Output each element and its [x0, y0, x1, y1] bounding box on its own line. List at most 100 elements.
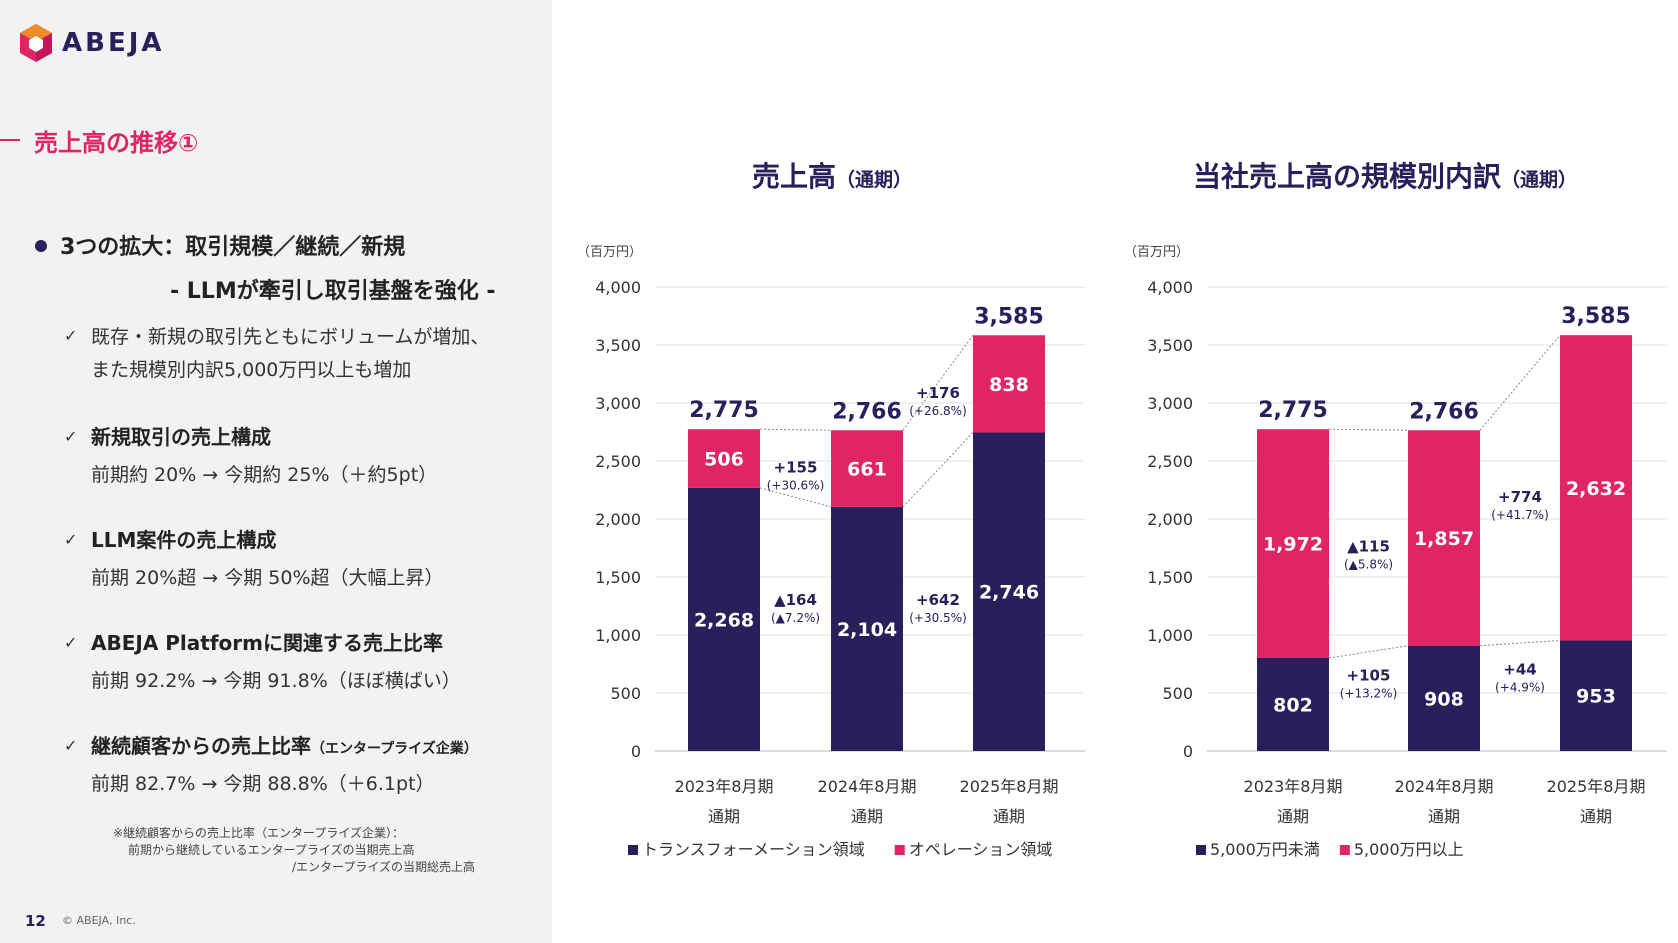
legend-swatch — [1196, 845, 1206, 855]
change-label: (+30.6%) — [767, 479, 825, 493]
chart-2-title-main: 当社売上高の規模別内訳 — [1193, 160, 1502, 193]
change-label: (+13.2%) — [1340, 686, 1398, 700]
copyright: © ABEJA, Inc. — [62, 914, 136, 927]
page-number: 12 — [25, 912, 46, 930]
x-tick-label: 通期 — [1277, 807, 1309, 826]
bar-segment — [1257, 429, 1329, 658]
y-tick-label: 3,000 — [595, 394, 641, 413]
bar-segment — [973, 335, 1045, 433]
check-icon: ✓ — [64, 326, 78, 345]
x-tick-label: 通期 — [1428, 807, 1460, 826]
bar-segment — [831, 430, 903, 507]
chart-1-title: 売上高（通期） — [752, 155, 912, 195]
chart-1-revenue: （百万円） 0 500 1,000 1,500 2,000 2,500 3,000 3,500 4… — [577, 245, 1085, 859]
x-tick-label: 2023年8月期 — [1244, 777, 1343, 796]
y-tick-label: 500 — [610, 684, 641, 703]
legend-label: トランスフォーメーション領域 — [642, 840, 865, 859]
chart-2-title-small: （通期） — [1501, 169, 1578, 191]
item-5-title-main: 継続顧客からの売上比率 — [91, 734, 311, 758]
connector-line — [759, 428, 832, 431]
y-tick-label: 0 — [1183, 742, 1193, 761]
bar-segment — [1560, 640, 1632, 751]
change-label: (▲7.2%) — [771, 611, 820, 625]
x-tick-label: 2025年8月期 — [1547, 777, 1646, 796]
y-tick-label: 3,000 — [1147, 394, 1193, 413]
bar-segment — [688, 487, 760, 751]
item-5-title-small: （エンタープライズ企業） — [311, 741, 478, 757]
item-5-detail: 前期 82.7% → 今期 88.8%（＋6.1pt） — [91, 773, 435, 795]
y-tick-label: 2,000 — [1147, 510, 1193, 529]
y-unit-label: （百万円） — [577, 245, 642, 260]
bullet-main-text: 3つの拡大：取引規模／継続／新規 — [60, 235, 406, 260]
item-2-detail: 前期約 20% → 今期約 25%（＋約5pt） — [91, 464, 438, 486]
data-label: 2,268 — [694, 609, 754, 631]
connector-line — [1328, 645, 1409, 659]
data-label: 953 — [1576, 686, 1616, 708]
x-tick-label: 通期 — [708, 807, 740, 826]
chart-2-breakdown: （百万円） 0 500 1,000 1,500 2,000 2,500 3,000 3,500 4… — [1124, 245, 1667, 859]
legend-swatch — [894, 845, 905, 855]
connector-line — [1328, 428, 1409, 431]
check-icon: ✓ — [64, 633, 78, 652]
change-label: (+26.8%) — [909, 404, 967, 418]
bar-segment — [688, 429, 760, 488]
change-label: +642 — [916, 591, 960, 609]
connector-line — [1479, 334, 1561, 431]
y-tick-label: 2,500 — [595, 452, 641, 471]
y-tick-label: 0 — [631, 742, 641, 761]
data-label: 2,632 — [1566, 478, 1626, 500]
section-title-line — [0, 139, 20, 141]
item-1-line1: 既存・新規の取引先ともにボリュームが増加、 — [91, 326, 490, 348]
bar-segment — [1257, 657, 1329, 751]
abeja-logo-icon — [20, 24, 52, 62]
x-tick-label: 2023年8月期 — [675, 777, 774, 796]
change-label: +774 — [1498, 488, 1542, 506]
change-label: +105 — [1347, 666, 1391, 684]
y-tick-label: 3,500 — [595, 336, 641, 355]
data-label: 506 — [704, 449, 744, 471]
bar-segment — [973, 432, 1045, 751]
legend-swatch — [628, 845, 638, 855]
change-label: ▲164 — [774, 591, 817, 609]
y-tick-label: 4,000 — [595, 278, 641, 297]
x-tick-label: 通期 — [993, 807, 1025, 826]
total-label: 2,766 — [832, 399, 902, 424]
x-tick-label: 通期 — [851, 807, 883, 826]
total-label: 3,585 — [1561, 304, 1631, 329]
x-tick-label: 2024年8月期 — [1395, 777, 1494, 796]
item-3-title: LLM案件の売上構成 — [91, 528, 277, 552]
change-label: (▲5.8%) — [1344, 557, 1393, 571]
legend-label: 5,000万円以上 — [1354, 840, 1464, 859]
item-3-detail: 前期 20%超 → 今期 50%超（大幅上昇） — [91, 567, 444, 589]
bar-segment — [1560, 335, 1632, 641]
total-label: 2,766 — [1409, 399, 1479, 424]
change-label: +176 — [916, 384, 960, 402]
total-label: 3,585 — [974, 304, 1044, 329]
bar-segment — [831, 506, 903, 751]
item-5-title: 継続顧客からの売上比率（エンタープライズ企業） — [91, 730, 478, 759]
bar-segment — [1408, 430, 1480, 646]
total-label: 2,775 — [689, 398, 759, 423]
y-tick-label: 2,500 — [1147, 452, 1193, 471]
section-title: 売上高の推移① — [34, 129, 199, 157]
bullet-dot-icon — [35, 240, 47, 252]
change-label: +44 — [1503, 660, 1536, 678]
data-label: 661 — [847, 459, 887, 481]
y-unit-label: （百万円） — [1124, 245, 1189, 260]
connector-line — [759, 487, 832, 508]
note-line-3: /エンタープライズの当期総売上高 — [292, 860, 475, 874]
y-tick-label: 1,000 — [1147, 626, 1193, 645]
connector-line — [902, 432, 974, 508]
check-icon: ✓ — [64, 427, 78, 446]
y-tick-label: 2,000 — [595, 510, 641, 529]
change-label: +155 — [774, 459, 818, 477]
data-label: 1,972 — [1263, 534, 1323, 556]
legend-swatch — [1339, 845, 1350, 855]
legend-label: 5,000万円未満 — [1210, 840, 1320, 859]
data-label: 802 — [1273, 694, 1313, 716]
logo-text: ABEJA — [62, 28, 165, 58]
check-icon: ✓ — [64, 736, 78, 755]
y-tick-label: 1,500 — [595, 568, 641, 587]
x-tick-label: 2025年8月期 — [960, 777, 1059, 796]
chart-1-title-small: （通期） — [836, 169, 913, 191]
